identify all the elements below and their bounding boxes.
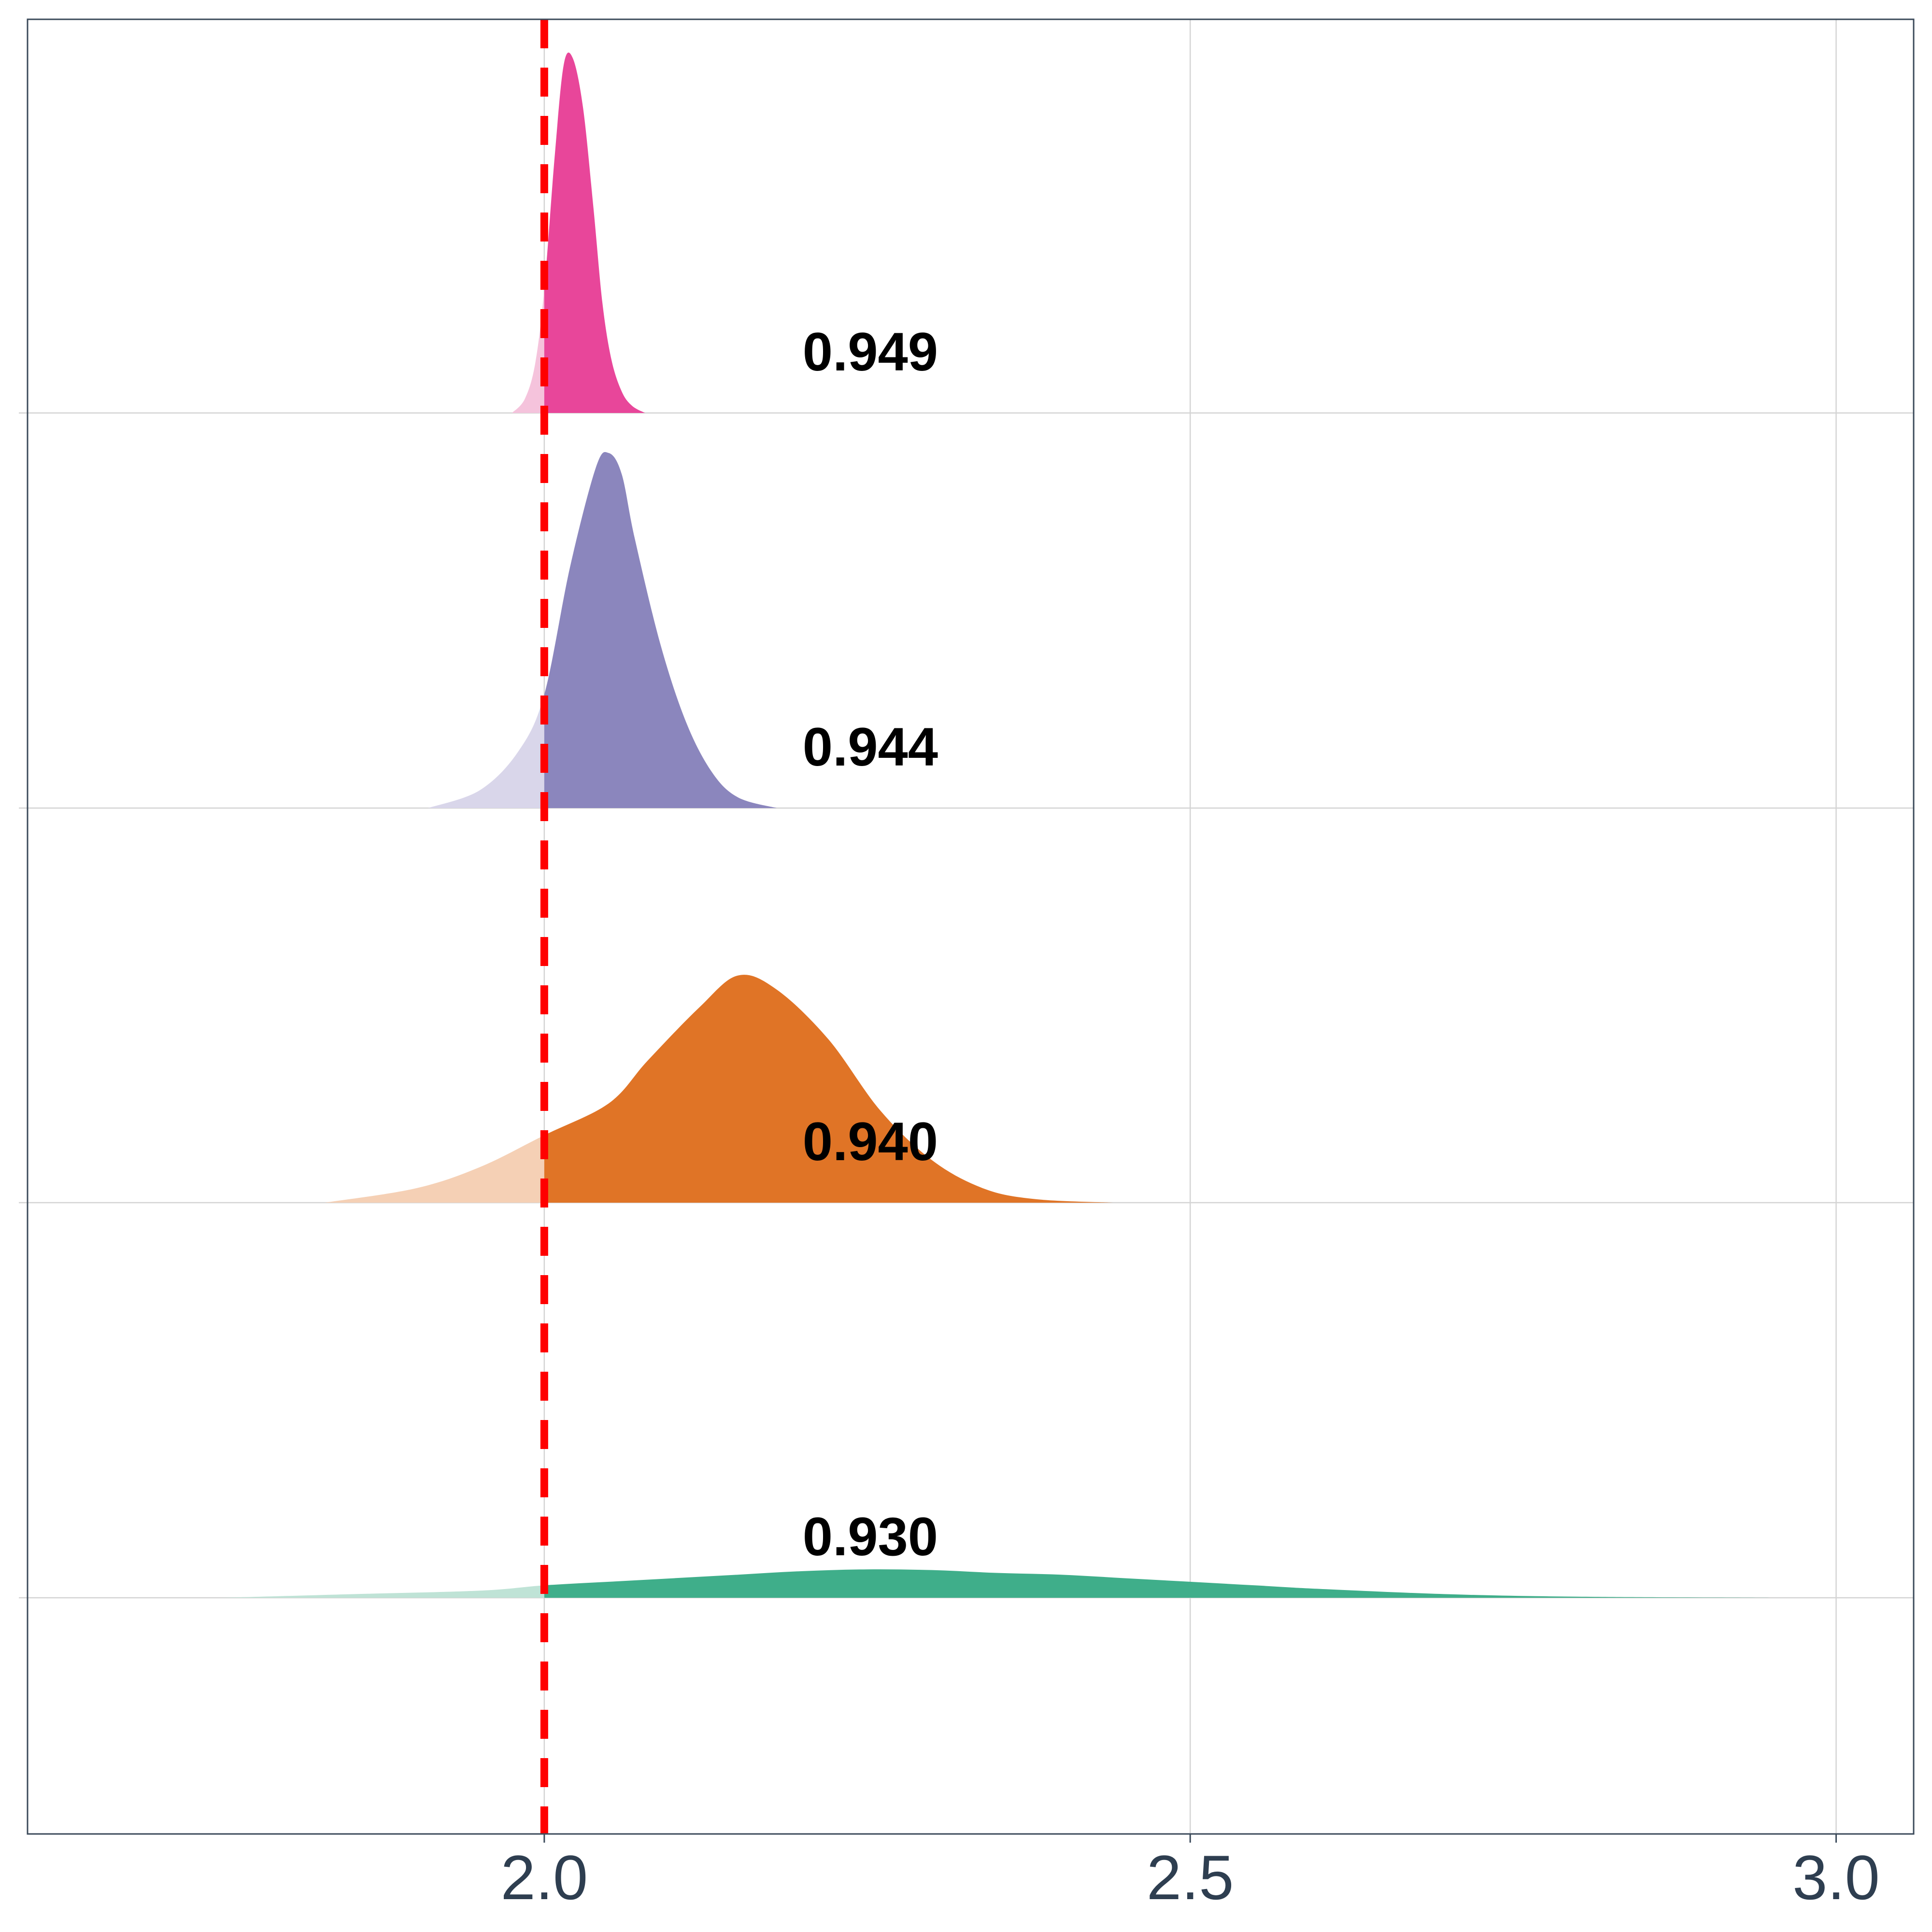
- x-tick-label-1: 2.5: [1147, 1842, 1234, 1913]
- density-series-0: [221, 1569, 1772, 1598]
- density-area-1: [544, 975, 1113, 1203]
- density-area-0: [544, 1569, 1772, 1598]
- density-left-tail-3: [512, 288, 544, 413]
- density-area-3: [544, 52, 645, 413]
- x-tick-label-0: 2.0: [501, 1842, 588, 1913]
- density-left-tail-0: [221, 1585, 544, 1598]
- density-left-tail-2: [428, 694, 544, 808]
- x-axis-ticks: 2.0 2.5 3.0: [501, 1834, 1880, 1913]
- annotation-label-0: 0.930: [803, 1506, 938, 1567]
- annotation-label-2: 0.944: [803, 717, 938, 777]
- annotation-label-1: 0.940: [803, 1111, 938, 1172]
- gridlines: [19, 19, 1914, 1834]
- density-series-3: [512, 52, 645, 413]
- density-series: [221, 52, 1772, 1598]
- annotations: 0.930 0.940 0.944 0.949: [803, 322, 938, 1567]
- x-tick-label-2: 3.0: [1792, 1842, 1880, 1913]
- annotation-label-3: 0.949: [803, 322, 938, 382]
- density-series-1: [325, 975, 1113, 1203]
- density-area-2: [544, 452, 777, 808]
- density-left-tail-1: [325, 1135, 544, 1203]
- density-series-2: [428, 452, 777, 808]
- panel-border: [27, 18, 1915, 1835]
